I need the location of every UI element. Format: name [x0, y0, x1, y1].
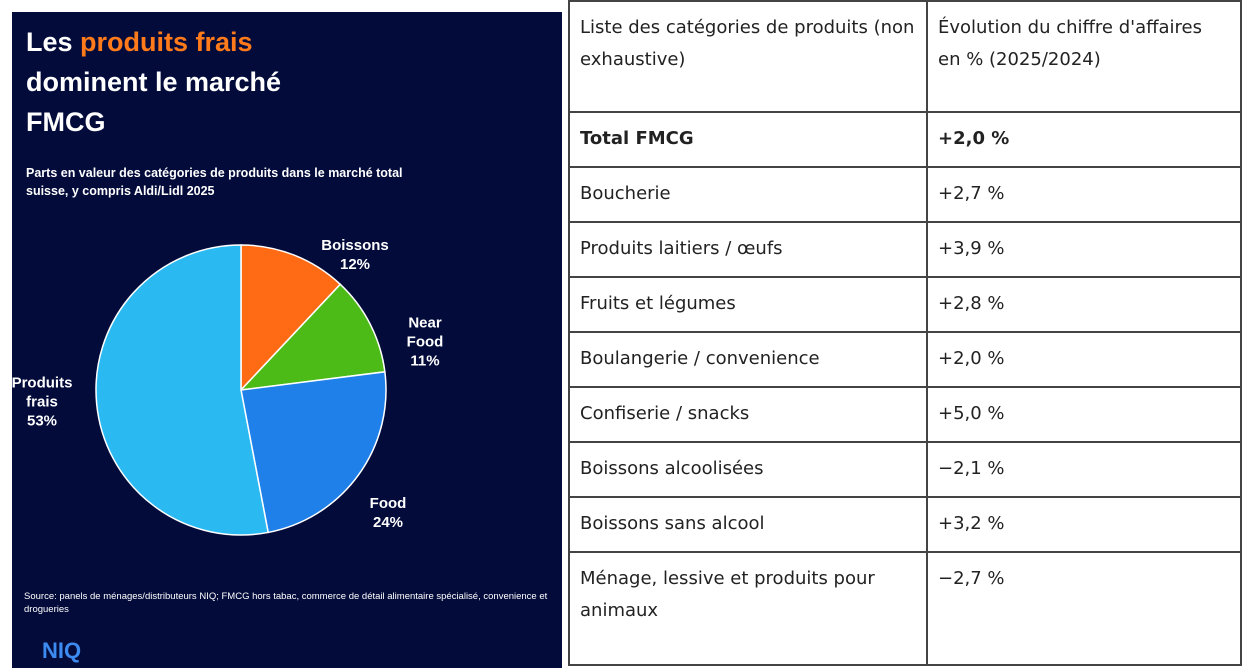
table-row: Ménage, lessive et produits pour animaux…: [568, 551, 1242, 666]
table-cell: Ménage, lessive et produits pour animaux: [568, 551, 928, 666]
table-cell: Boissons alcoolisées: [568, 441, 928, 498]
slice-label: Food 24%: [363, 494, 413, 532]
table-cell: +2,8 %: [926, 276, 1242, 333]
value-label: 12%: [339, 256, 371, 273]
table-cell: Boissons sans alcool: [568, 496, 928, 553]
table-row: Boulangerie / convenience +2,0 %: [568, 331, 1242, 388]
chart-title: Les produits frais dominent le marché FM…: [26, 22, 326, 142]
pie-chart: [95, 244, 387, 536]
source-note: Source: panels de ménages/distributeurs …: [24, 591, 548, 615]
category-label: Near Food: [406, 314, 444, 351]
table-cell: Fruits et légumes: [568, 276, 928, 333]
category-label: Produits frais: [11, 374, 73, 411]
title-highlight: produits frais: [80, 27, 253, 57]
table-row: Boucherie +2,7 %: [568, 166, 1242, 223]
pie-slice: [239, 283, 386, 392]
title-part: dominent le marché FMCG: [26, 67, 282, 137]
header-row: Liste des catégories de produits (non ex…: [568, 0, 1242, 113]
pie-slice: [240, 244, 342, 392]
table-cell: Boulangerie / convenience: [568, 331, 928, 388]
chart-subtitle: Parts en valeur des catégories de produi…: [26, 166, 403, 198]
table-row: Produits laitiers / œufs +3,9 %: [568, 221, 1242, 278]
table-cell: Confiserie / snacks: [568, 386, 928, 443]
value-label: 11%: [410, 352, 440, 370]
slice-label: Produits frais 53%: [7, 374, 77, 431]
table-cell: +3,9 %: [926, 221, 1242, 278]
title-part: Les: [26, 27, 73, 57]
table-cell: Total FMCG: [568, 111, 928, 168]
header-cell: Évolution du chiffre d'affaires en % (20…: [926, 0, 1242, 113]
table-cell: −2,7 %: [926, 551, 1242, 666]
table-cell: −2,1 %: [926, 441, 1242, 498]
value-label: 24%: [372, 514, 404, 531]
slice-label: Near Food 11%: [400, 314, 450, 371]
table-cell: +2,7 %: [926, 166, 1242, 223]
table-cell: +3,2 %: [926, 496, 1242, 553]
category-label: Food: [369, 495, 407, 512]
table-cell: Produits laitiers / œufs: [568, 221, 928, 278]
table-cell: +2,0 %: [926, 111, 1242, 168]
pie-slice: [240, 370, 387, 534]
table-cell: +2,0 %: [926, 331, 1242, 388]
table-row: Boissons alcoolisées −2,1 %: [568, 441, 1242, 498]
table-row: Boissons sans alcool +3,2 %: [568, 496, 1242, 553]
table-row: Confiserie / snacks +5,0 %: [568, 386, 1242, 443]
chart-panel: Les produits frais dominent le marché FM…: [12, 12, 562, 668]
table-row: Total FMCG +2,0 %: [568, 111, 1242, 168]
table-cell: +5,0 %: [926, 386, 1242, 443]
brand-logo: NIQ: [42, 638, 82, 663]
data-table: Liste des catégories de produits (non ex…: [568, 0, 1242, 666]
table-cell: Boucherie: [568, 166, 928, 223]
value-label: 53%: [26, 412, 58, 430]
category-label: Boissons: [321, 237, 389, 254]
table-row: Fruits et légumes +2,8 %: [568, 276, 1242, 333]
slice-label: Boissons 12%: [315, 236, 395, 274]
header-cell: Liste des catégories de produits (non ex…: [568, 0, 928, 113]
pie-slice: [95, 244, 270, 536]
